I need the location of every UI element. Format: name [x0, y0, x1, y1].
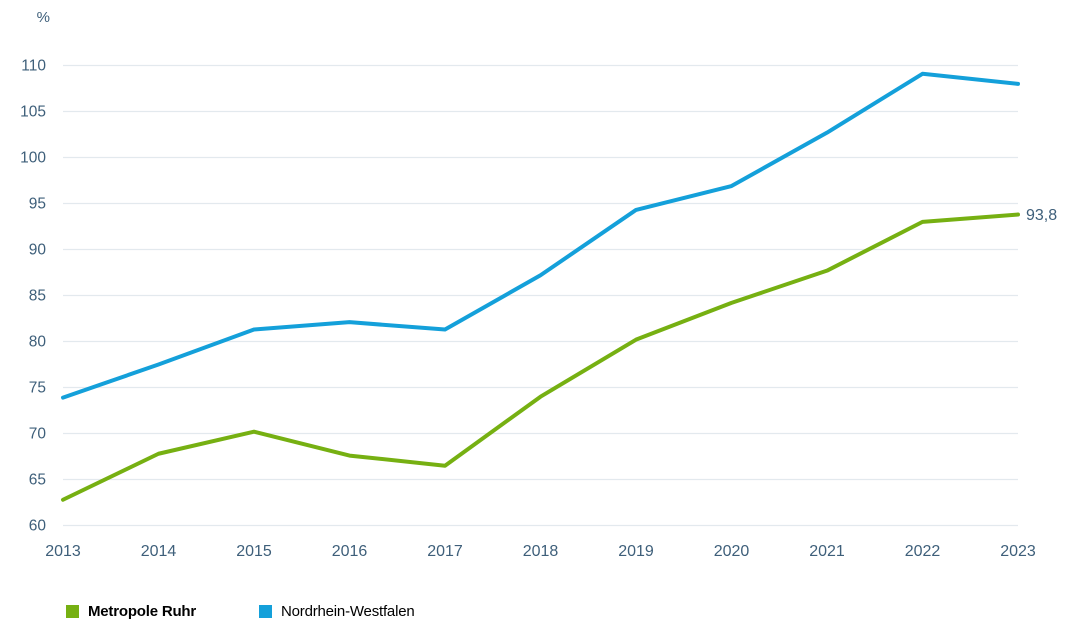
y-tick-label-105: 105 [20, 104, 46, 121]
x-tick-label-2021: 2021 [809, 543, 845, 560]
x-tick-label-2020: 2020 [714, 543, 750, 560]
x-tick-label-2016: 2016 [332, 543, 368, 560]
legend-swatch-nordrhein-westfalen [259, 605, 272, 618]
y-tick-label-70: 70 [29, 426, 47, 443]
x-tick-label-2018: 2018 [523, 543, 559, 560]
y-tick-label-65: 65 [29, 472, 46, 489]
x-tick-label-2014: 2014 [141, 543, 177, 560]
y-tick-label-110: 110 [21, 58, 46, 75]
y-tick-label-95: 95 [29, 196, 46, 213]
y-tick-label-90: 90 [29, 242, 47, 259]
y-tick-label-80: 80 [29, 334, 47, 351]
x-tick-label-2019: 2019 [618, 543, 654, 560]
y-tick-label-60: 60 [29, 518, 47, 535]
y-tick-label-85: 85 [29, 288, 46, 305]
line-metropole-ruhr [61, 212, 1020, 502]
x-tick-label-2013: 2013 [45, 543, 81, 560]
y-axis-unit-label: % [37, 9, 50, 26]
line-nordrhein-westfalen [61, 71, 1020, 400]
chart-legend: Metropole Ruhr Nordrhein-Westfalen [66, 603, 415, 620]
x-tick-label-2017: 2017 [427, 543, 463, 560]
x-tick-label-2022: 2022 [905, 543, 941, 560]
x-tick-label-2015: 2015 [236, 543, 272, 560]
legend-label-metropole-ruhr: Metropole Ruhr [88, 603, 197, 620]
y-tick-label-75: 75 [29, 380, 46, 397]
legend-item-metropole-ruhr: Metropole Ruhr [66, 603, 259, 620]
x-tick-label-2023: 2023 [1000, 543, 1036, 560]
legend-swatch-metropole-ruhr [66, 605, 79, 618]
line-chart: % 60 65 70 75 80 85 90 95 100 105 110 2013 2014 2015 20… [20, 9, 1057, 560]
y-tick-label-100: 100 [20, 150, 46, 167]
legend-item-nordrhein-westfalen: Nordrhein-Westfalen [259, 603, 415, 620]
end-value-label: 93,8 [1026, 207, 1057, 224]
legend-label-nordrhein-westfalen: Nordrhein-Westfalen [281, 603, 415, 620]
